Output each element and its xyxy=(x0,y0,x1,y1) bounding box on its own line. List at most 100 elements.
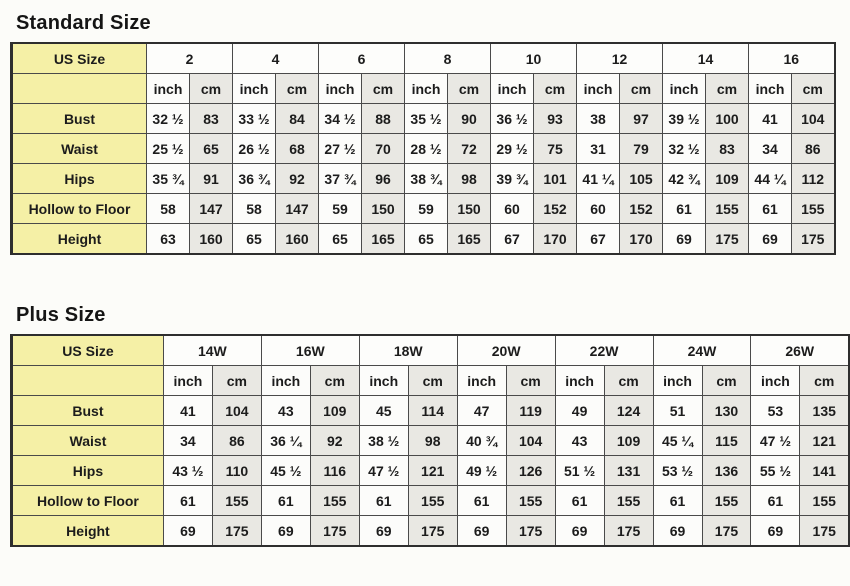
measurement-label-cell: Height xyxy=(11,515,164,547)
value-cm-cell: 109 xyxy=(705,163,749,194)
value-inch-cell: 47 ½ xyxy=(750,425,801,456)
value-inch-cell: 61 xyxy=(554,485,605,516)
value-cm-cell: 86 xyxy=(211,425,262,456)
size-header-cell: 14 xyxy=(662,42,749,74)
value-inch-cell: 38 xyxy=(576,103,620,134)
value-cm-cell: 124 xyxy=(603,395,654,426)
value-inch-cell: 44 ¼ xyxy=(748,163,792,194)
value-cm-cell: 126 xyxy=(505,455,556,486)
table-row: Hollow to Floor 58 147 58 147 59 150 59 150 60 152… xyxy=(11,193,835,224)
unit-cm-cell: cm xyxy=(505,365,556,396)
value-inch-cell: 69 xyxy=(748,223,792,255)
unit-inch-cell: inch xyxy=(232,73,276,104)
value-cm-cell: 121 xyxy=(799,425,850,456)
value-inch-cell: 67 xyxy=(490,223,534,255)
value-cm-cell: 155 xyxy=(505,485,556,516)
plus-size-table: US Size 14W 16W 18W 20W 22W 24W 26W inch cm inch cm… xyxy=(10,334,850,547)
value-inch-cell: 63 xyxy=(146,223,190,255)
table-row: Bust 41 104 43 109 45 114 47 119 49 124 51 130 53 135 xyxy=(11,395,850,426)
value-cm-cell: 98 xyxy=(407,425,458,456)
value-cm-cell: 104 xyxy=(505,425,556,456)
unit-cm-cell: cm xyxy=(211,365,262,396)
unit-cm-cell: cm xyxy=(533,73,577,104)
us-size-corner-cell: US Size xyxy=(11,334,164,366)
unit-header-row: inch cm inch cm inch cm inch cm inch cm inch cm inch… xyxy=(11,73,835,104)
value-cm-cell: 112 xyxy=(791,163,835,194)
value-cm-cell: 88 xyxy=(361,103,405,134)
value-inch-cell: 53 ½ xyxy=(652,455,703,486)
value-cm-cell: 155 xyxy=(799,485,850,516)
value-inch-cell: 61 xyxy=(662,193,706,224)
value-cm-cell: 104 xyxy=(791,103,835,134)
value-inch-cell: 69 xyxy=(652,515,703,547)
value-inch-cell: 43 xyxy=(554,425,605,456)
unit-inch-cell: inch xyxy=(404,73,448,104)
size-header-cell: 24W xyxy=(652,334,752,366)
value-inch-cell: 41 xyxy=(162,395,213,426)
value-cm-cell: 155 xyxy=(791,193,835,224)
value-inch-cell: 41 ¼ xyxy=(576,163,620,194)
value-cm-cell: 114 xyxy=(407,395,458,426)
measurement-label-cell: Waist xyxy=(11,425,164,456)
value-cm-cell: 170 xyxy=(533,223,577,255)
value-cm-cell: 79 xyxy=(619,133,663,164)
value-inch-cell: 58 xyxy=(146,193,190,224)
value-inch-cell: 29 ½ xyxy=(490,133,534,164)
table-row: Hips 43 ½ 110 45 ½ 116 47 ½ 121 49 ½ 126 51 ½ 131 5… xyxy=(11,455,850,486)
value-inch-cell: 53 xyxy=(750,395,801,426)
value-inch-cell: 61 xyxy=(162,485,213,516)
value-cm-cell: 91 xyxy=(189,163,233,194)
value-inch-cell: 45 ½ xyxy=(260,455,311,486)
value-inch-cell: 37 ¾ xyxy=(318,163,362,194)
unit-cm-cell: cm xyxy=(309,365,360,396)
value-inch-cell: 61 xyxy=(748,193,792,224)
value-inch-cell: 65 xyxy=(404,223,448,255)
value-inch-cell: 32 ½ xyxy=(146,103,190,134)
unit-inch-cell: inch xyxy=(750,365,801,396)
value-inch-cell: 51 ½ xyxy=(554,455,605,486)
value-inch-cell: 34 xyxy=(162,425,213,456)
value-cm-cell: 155 xyxy=(603,485,654,516)
value-inch-cell: 67 xyxy=(576,223,620,255)
value-cm-cell: 147 xyxy=(189,193,233,224)
value-cm-cell: 109 xyxy=(309,395,360,426)
value-inch-cell: 27 ½ xyxy=(318,133,362,164)
value-cm-cell: 98 xyxy=(447,163,491,194)
value-cm-cell: 175 xyxy=(799,515,850,547)
unit-inch-cell: inch xyxy=(662,73,706,104)
value-inch-cell: 43 xyxy=(260,395,311,426)
plus-size-title: Plus Size xyxy=(16,304,106,326)
value-cm-cell: 92 xyxy=(309,425,360,456)
unit-inch-cell: inch xyxy=(318,73,362,104)
value-inch-cell: 65 xyxy=(318,223,362,255)
table-row: Height 69 175 69 175 69 175 69 175 69 175 69 175 69 17… xyxy=(11,515,850,547)
value-cm-cell: 96 xyxy=(361,163,405,194)
standard-size-title: Standard Size xyxy=(16,12,151,34)
unit-inch-cell: inch xyxy=(358,365,409,396)
value-inch-cell: 33 ½ xyxy=(232,103,276,134)
value-inch-cell: 49 xyxy=(554,395,605,426)
value-inch-cell: 45 xyxy=(358,395,409,426)
value-inch-cell: 51 xyxy=(652,395,703,426)
value-inch-cell: 31 xyxy=(576,133,620,164)
unit-inch-cell: inch xyxy=(146,73,190,104)
value-inch-cell: 61 xyxy=(652,485,703,516)
size-header-cell: 12 xyxy=(576,42,663,74)
value-cm-cell: 175 xyxy=(705,223,749,255)
size-header-cell: 6 xyxy=(318,42,405,74)
value-inch-cell: 69 xyxy=(456,515,507,547)
empty-corner-cell xyxy=(11,365,164,396)
unit-header-row: inch cm inch cm inch cm inch cm inch cm inch cm inch… xyxy=(11,365,850,396)
measurement-label-cell: Bust xyxy=(11,395,164,426)
value-cm-cell: 150 xyxy=(361,193,405,224)
value-inch-cell: 38 ¾ xyxy=(404,163,448,194)
value-inch-cell: 69 xyxy=(162,515,213,547)
measurement-label-cell: Bust xyxy=(11,103,147,134)
unit-cm-cell: cm xyxy=(701,365,752,396)
value-cm-cell: 115 xyxy=(701,425,752,456)
value-cm-cell: 110 xyxy=(211,455,262,486)
value-inch-cell: 39 ¾ xyxy=(490,163,534,194)
value-cm-cell: 165 xyxy=(361,223,405,255)
value-inch-cell: 34 ½ xyxy=(318,103,362,134)
value-cm-cell: 83 xyxy=(705,133,749,164)
